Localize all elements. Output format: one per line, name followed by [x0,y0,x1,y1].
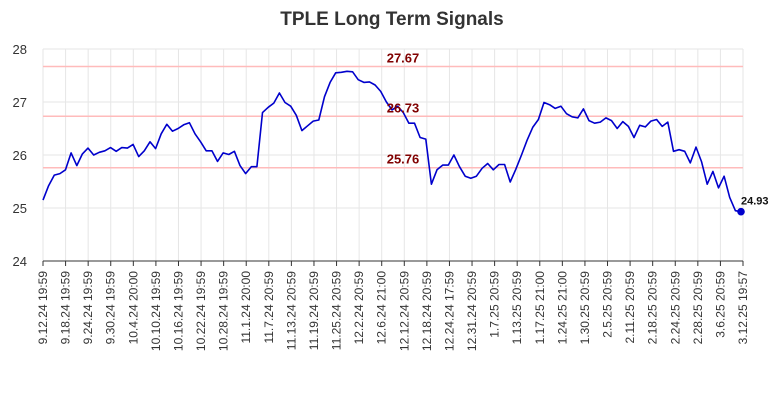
y-tick-label: 27 [13,95,27,110]
x-tick-label: 9.18.24 19:59 [59,271,73,345]
x-tick-label: 11.7.24 20:59 [262,271,276,344]
x-tick-label: 11.1.24 20:00 [239,271,253,344]
x-tick-label: 12.24.24 17:59 [442,271,456,351]
signal-level-label: 26.73 [387,100,420,115]
x-tick-label: 9.30.24 19:59 [104,271,118,345]
x-tick-label: 1.17.25 21:00 [533,271,547,345]
x-tick-label: 2.28.25 20:59 [691,271,705,345]
price-line [42,70,742,213]
signal-level-label: 25.76 [387,152,420,167]
axes: 24 25 26 27 28 9.12.24 19:59 9.18.24 19:59 9.24… [13,42,750,351]
x-tick-label: 9.24.24 19:59 [81,271,95,345]
x-tick-label: 10.22.24 19:59 [194,271,208,351]
signal-level-label: 27.67 [387,50,420,65]
x-tick-label: 11.19.24 20:59 [307,271,321,351]
y-tick-label: 25 [13,201,27,216]
x-tick-label: 12.6.24 21:00 [375,271,389,345]
x-tick-label: 10.28.24 19:59 [217,271,231,351]
grid [42,48,744,262]
x-tick-label: 1.13.25 20:59 [510,271,524,345]
labels: 27.67 26.73 25.76 24.93 [387,50,769,207]
x-tick-label: 3.6.25 20:59 [713,271,727,338]
chart-title: TPLE Long Term Signals [280,9,503,30]
x-tick-label: 2.24.25 20:59 [668,271,682,345]
x-tick-label: 1.24.25 21:00 [555,271,569,345]
x-tick-label: 10.4.24 20:00 [126,271,140,345]
y-tick-label: 24 [13,254,27,269]
x-tick-label: 12.18.24 20:59 [420,271,434,351]
x-tick-label: 11.13.24 20:59 [284,271,298,351]
x-tick-label: 2.18.25 20:59 [646,271,660,345]
x-tick-label: 9.12.24 19:59 [36,271,50,345]
x-tick-label: 1.7.25 20:59 [488,271,502,338]
last-value-label: 24.93 [741,196,769,208]
x-tick-label: 3.12.25 19:57 [736,271,750,345]
x-tick-label: 10.10.24 19:59 [149,271,163,351]
signal-levels [43,65,743,169]
x-tick-label: 10.16.24 19:59 [171,271,185,351]
x-tick-label: 12.31.24 20:59 [465,271,479,351]
x-tick-label: 2.11.25 20:59 [623,271,637,344]
price-series [42,70,745,216]
y-tick-label: 28 [13,42,27,57]
x-tick-label: 2.5.25 20:59 [601,271,615,338]
x-tick-label: 12.12.24 20:59 [397,271,411,351]
last-point-marker [737,207,745,216]
x-tick-label: 12.2.24 20:59 [352,271,366,345]
y-tick-label: 26 [13,148,27,163]
x-tick-label: 11.25.24 20:59 [330,271,344,351]
x-tick-label: 1.30.25 20:59 [578,271,592,345]
